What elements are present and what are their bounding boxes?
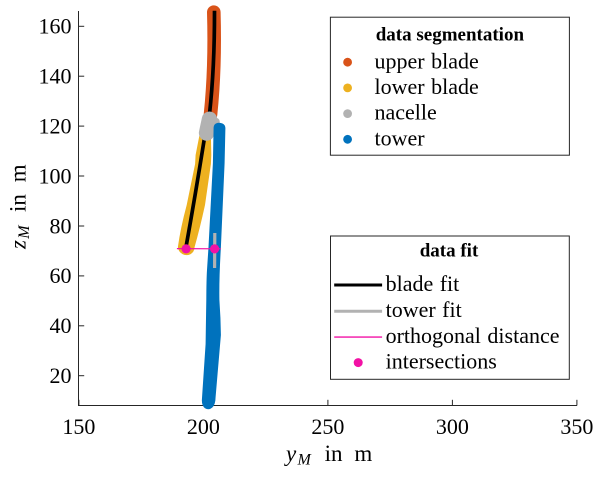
svg-text:60: 60 xyxy=(50,263,72,288)
svg-text:upper blade: upper blade xyxy=(375,48,479,73)
svg-text:tower fit: tower fit xyxy=(386,297,462,322)
svg-text:300: 300 xyxy=(436,414,469,439)
svg-text:20: 20 xyxy=(50,363,72,388)
svg-text:intersections: intersections xyxy=(386,349,497,374)
svg-text:lower blade: lower blade xyxy=(375,74,479,99)
svg-text:150: 150 xyxy=(62,414,95,439)
svg-text:tower: tower xyxy=(375,125,426,150)
svg-text:100: 100 xyxy=(39,163,72,188)
svg-text:40: 40 xyxy=(50,313,72,338)
svg-text:data fit: data fit xyxy=(420,241,479,262)
svg-text:120: 120 xyxy=(39,113,72,138)
svg-text:nacelle: nacelle xyxy=(375,100,437,125)
svg-text:zMinm: zMinm xyxy=(6,164,33,250)
svg-text:blade fit: blade fit xyxy=(386,271,460,296)
svg-text:140: 140 xyxy=(39,64,72,89)
svg-text:data segmentation: data segmentation xyxy=(376,25,525,46)
svg-text:250: 250 xyxy=(311,414,344,439)
svg-text:200: 200 xyxy=(187,414,220,439)
svg-text:160: 160 xyxy=(39,14,72,39)
svg-text:orthogonal distance: orthogonal distance xyxy=(386,323,560,348)
svg-text:350: 350 xyxy=(560,414,593,439)
svg-text:80: 80 xyxy=(50,213,72,238)
